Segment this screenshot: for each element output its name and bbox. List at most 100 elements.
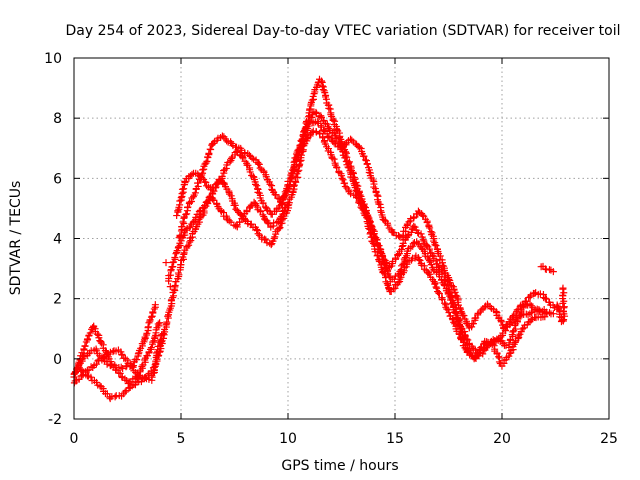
data-point	[202, 159, 210, 167]
data-point	[287, 169, 295, 177]
data-point	[451, 288, 459, 296]
data-point	[290, 182, 298, 190]
data-point	[149, 338, 157, 346]
x-tick-label: 10	[279, 431, 297, 447]
data-point	[528, 308, 536, 316]
data-point	[221, 166, 229, 174]
data-point	[549, 268, 557, 276]
data-point	[445, 309, 453, 317]
data-point	[155, 351, 163, 359]
data-point	[191, 189, 199, 197]
data-point	[93, 330, 101, 338]
data-point	[109, 348, 117, 356]
data-point	[147, 344, 155, 352]
data-point	[339, 176, 347, 184]
data-point	[366, 230, 374, 238]
data-point	[183, 242, 191, 250]
y-tick-label: 2	[53, 292, 62, 308]
data-point	[353, 181, 361, 189]
data-point	[205, 193, 213, 201]
data-point	[318, 82, 326, 90]
data-point	[425, 222, 433, 230]
data-point	[149, 308, 157, 316]
data-point	[333, 164, 341, 172]
data-point	[426, 270, 434, 278]
data-point	[369, 176, 377, 184]
y-axis-label: SDTVAR / TECUs	[8, 181, 24, 296]
data-point	[380, 216, 388, 224]
data-point	[203, 157, 211, 165]
data-point	[156, 319, 164, 327]
data-point	[354, 193, 362, 201]
data-point	[497, 318, 505, 326]
data-point	[448, 293, 456, 301]
data-point	[72, 369, 80, 377]
data-point	[419, 211, 427, 219]
data-point	[128, 382, 136, 390]
data-point	[147, 313, 155, 321]
data-point	[246, 203, 254, 211]
data-point	[145, 319, 153, 327]
data-point	[162, 259, 170, 267]
data-point	[373, 252, 381, 260]
data-point	[90, 323, 98, 331]
data-point	[248, 154, 256, 162]
y-tick-label: 0	[53, 352, 62, 368]
data-point	[410, 222, 418, 230]
data-point	[218, 172, 226, 180]
data-point	[177, 194, 185, 202]
data-point	[492, 308, 500, 316]
data-point	[414, 229, 422, 237]
data-point	[180, 185, 188, 193]
data-point	[360, 152, 368, 160]
data-point	[385, 224, 393, 232]
data-point	[252, 201, 260, 209]
data-point	[171, 254, 179, 262]
data-point	[199, 166, 207, 174]
data-point	[425, 256, 433, 264]
data-point	[84, 335, 92, 343]
data-point	[186, 238, 194, 246]
x-tick-label: 20	[493, 431, 511, 447]
data-point	[189, 193, 197, 201]
data-point	[121, 388, 129, 396]
data-point	[150, 305, 158, 313]
data-point	[317, 77, 325, 85]
data-point	[376, 200, 384, 208]
data-point	[246, 168, 254, 176]
data-point	[526, 293, 534, 301]
data-point	[426, 245, 434, 253]
data-point	[273, 218, 281, 226]
data-point	[452, 309, 460, 317]
x-tick-label: 15	[386, 431, 404, 447]
data-point	[278, 216, 286, 224]
data-point	[255, 160, 263, 168]
data-point	[151, 333, 159, 341]
data-point	[407, 228, 415, 236]
data-point	[401, 264, 409, 272]
data-point	[468, 351, 476, 359]
data-point	[427, 261, 435, 269]
y-tick-label: 4	[53, 232, 62, 248]
data-point	[356, 199, 364, 207]
data-point	[416, 257, 424, 265]
data-point	[94, 357, 102, 365]
data-point	[541, 313, 549, 321]
data-point	[290, 158, 298, 166]
data-point	[380, 270, 388, 278]
data-point	[209, 139, 217, 147]
data-point	[325, 104, 333, 112]
data-point	[310, 90, 318, 98]
data-point	[509, 312, 517, 320]
data-point	[129, 363, 137, 371]
data-point	[460, 312, 468, 320]
data-point	[511, 322, 519, 330]
data-point	[276, 224, 284, 232]
data-point	[210, 187, 218, 195]
data-point	[78, 372, 86, 380]
data-point	[355, 143, 363, 151]
data-point	[345, 158, 353, 166]
data-point	[118, 351, 126, 359]
data-point	[194, 179, 202, 187]
